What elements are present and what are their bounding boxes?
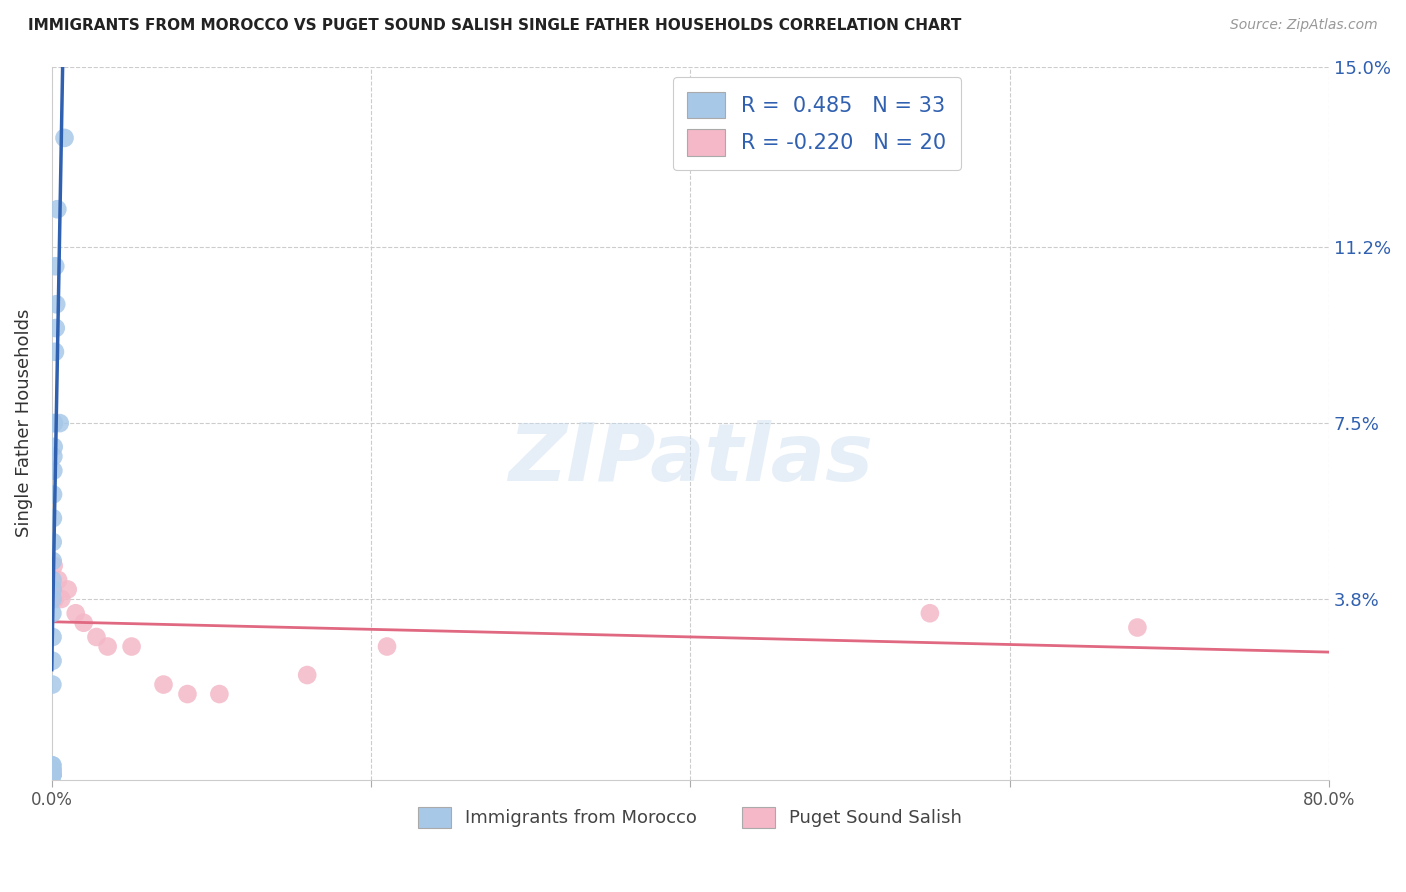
Y-axis label: Single Father Households: Single Father Households — [15, 309, 32, 537]
Point — [45, 297, 67, 311]
Point — [44, 259, 66, 273]
Point — [1126, 620, 1149, 634]
Point — [41, 535, 63, 549]
Point — [44, 592, 66, 607]
Point — [56, 582, 79, 597]
Point — [42, 450, 65, 464]
Point — [41, 768, 63, 782]
Point — [375, 640, 398, 654]
Point — [41, 606, 63, 620]
Point — [42, 416, 65, 430]
Text: Source: ZipAtlas.com: Source: ZipAtlas.com — [1230, 18, 1378, 32]
Point — [152, 677, 174, 691]
Point — [65, 606, 87, 620]
Point — [41, 758, 63, 772]
Point — [41, 768, 63, 782]
Point — [41, 768, 63, 782]
Point — [42, 440, 65, 454]
Point — [121, 640, 143, 654]
Point — [41, 763, 63, 777]
Point — [295, 668, 318, 682]
Point — [97, 640, 120, 654]
Point — [42, 464, 65, 478]
Point — [41, 554, 63, 568]
Point — [41, 763, 63, 777]
Point — [41, 758, 63, 772]
Point — [86, 630, 108, 644]
Legend: Immigrants from Morocco, Puget Sound Salish: Immigrants from Morocco, Puget Sound Sal… — [412, 799, 970, 835]
Point — [73, 615, 96, 630]
Point — [41, 768, 63, 782]
Point — [41, 582, 63, 597]
Text: ZIPatlas: ZIPatlas — [508, 420, 873, 498]
Point — [41, 592, 63, 607]
Point — [48, 416, 70, 430]
Point — [42, 511, 65, 525]
Point — [918, 606, 941, 620]
Point — [42, 487, 65, 501]
Point — [41, 654, 63, 668]
Point — [42, 416, 65, 430]
Point — [42, 558, 65, 573]
Point — [46, 573, 69, 587]
Point — [42, 592, 65, 607]
Point — [41, 677, 63, 691]
Point — [46, 202, 69, 217]
Point — [51, 592, 73, 607]
Point — [41, 763, 63, 777]
Point — [41, 630, 63, 644]
Point — [41, 573, 63, 587]
Point — [41, 582, 63, 597]
Text: IMMIGRANTS FROM MOROCCO VS PUGET SOUND SALISH SINGLE FATHER HOUSEHOLDS CORRELATI: IMMIGRANTS FROM MOROCCO VS PUGET SOUND S… — [28, 18, 962, 33]
Point — [53, 131, 76, 145]
Point — [44, 344, 66, 359]
Point — [208, 687, 231, 701]
Point — [41, 582, 63, 597]
Point — [41, 768, 63, 782]
Point — [176, 687, 198, 701]
Point — [45, 321, 67, 335]
